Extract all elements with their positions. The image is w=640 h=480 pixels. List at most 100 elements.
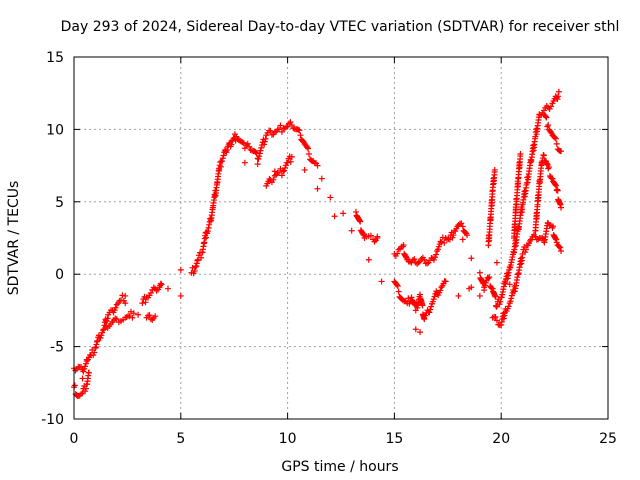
data-point xyxy=(481,282,488,289)
data-point xyxy=(356,217,363,224)
data-point xyxy=(141,293,148,300)
data-point xyxy=(400,242,407,249)
data-point xyxy=(548,175,555,182)
data-point xyxy=(515,180,522,187)
data-point xyxy=(146,312,153,319)
data-points xyxy=(71,88,565,399)
data-point xyxy=(220,152,227,159)
data-point xyxy=(462,229,469,236)
data-point xyxy=(352,208,359,215)
data-point xyxy=(304,144,311,151)
data-point xyxy=(547,174,554,181)
data-point xyxy=(252,149,259,156)
data-point xyxy=(476,269,483,276)
plot-frame xyxy=(73,56,609,420)
data-point xyxy=(266,127,273,134)
data-point xyxy=(556,148,563,155)
data-point xyxy=(277,122,284,129)
data-point xyxy=(122,300,129,307)
data-point xyxy=(219,155,226,162)
data-point xyxy=(493,303,500,310)
data-point xyxy=(497,298,504,305)
data-point xyxy=(305,151,312,158)
data-point xyxy=(419,254,426,261)
data-point xyxy=(552,135,559,142)
data-point xyxy=(213,181,220,188)
data-point xyxy=(127,308,134,315)
data-point xyxy=(98,332,105,339)
data-point xyxy=(256,150,263,157)
y-tick-label: 10 xyxy=(46,122,64,138)
data-point xyxy=(244,140,251,147)
data-point xyxy=(513,206,520,213)
data-point xyxy=(135,311,142,318)
data-point xyxy=(405,295,412,302)
data-point xyxy=(360,232,367,239)
data-point xyxy=(282,162,289,169)
data-point xyxy=(283,123,290,130)
data-point xyxy=(340,210,347,217)
data-point xyxy=(374,233,381,240)
data-point xyxy=(255,156,262,163)
data-point xyxy=(398,295,405,302)
data-point xyxy=(270,131,277,138)
data-point xyxy=(239,139,246,146)
data-point xyxy=(100,327,107,334)
data-point xyxy=(492,313,499,320)
data-point xyxy=(314,185,321,192)
data-point xyxy=(441,239,448,246)
data-point xyxy=(286,153,293,160)
data-point xyxy=(496,301,503,308)
data-point xyxy=(120,316,127,323)
data-point xyxy=(261,141,268,148)
data-point xyxy=(71,382,78,389)
data-point xyxy=(431,254,438,261)
data-point xyxy=(543,114,550,121)
data-point xyxy=(468,284,475,291)
data-point xyxy=(258,144,265,151)
data-point xyxy=(534,203,541,210)
data-point xyxy=(419,302,426,309)
data-point xyxy=(476,292,483,299)
data-point xyxy=(83,356,90,363)
data-point xyxy=(557,201,564,208)
data-point xyxy=(422,312,429,319)
data-point xyxy=(119,292,126,299)
data-point xyxy=(79,375,86,382)
data-point xyxy=(424,260,431,267)
data-point xyxy=(191,268,198,275)
data-point xyxy=(82,385,89,392)
data-point xyxy=(437,287,444,294)
data-point xyxy=(104,315,111,322)
data-point xyxy=(266,175,273,182)
data-point xyxy=(150,284,157,291)
data-point xyxy=(378,278,385,285)
data-point xyxy=(468,255,475,262)
data-point xyxy=(198,254,205,261)
data-point xyxy=(107,320,114,327)
x-tick-label: 5 xyxy=(176,431,185,447)
data-point xyxy=(262,135,269,142)
data-point xyxy=(296,127,303,134)
data-point xyxy=(82,363,89,370)
data-point xyxy=(455,292,462,299)
data-point xyxy=(348,227,355,234)
data-point xyxy=(146,292,153,299)
data-point xyxy=(142,299,149,306)
data-point xyxy=(552,134,559,141)
y-tick-label: 0 xyxy=(55,267,64,283)
data-point xyxy=(395,288,402,295)
data-point xyxy=(530,231,537,238)
data-point xyxy=(287,119,294,126)
data-point xyxy=(535,236,542,243)
data-point xyxy=(408,294,415,301)
x-tick-label: 20 xyxy=(492,431,510,447)
data-point xyxy=(555,88,562,95)
y-tick-label: -5 xyxy=(50,340,64,356)
data-point xyxy=(219,158,226,165)
data-point xyxy=(112,304,119,311)
y-tick-label: 5 xyxy=(55,195,64,211)
data-point xyxy=(449,234,456,241)
data-point xyxy=(228,141,235,148)
